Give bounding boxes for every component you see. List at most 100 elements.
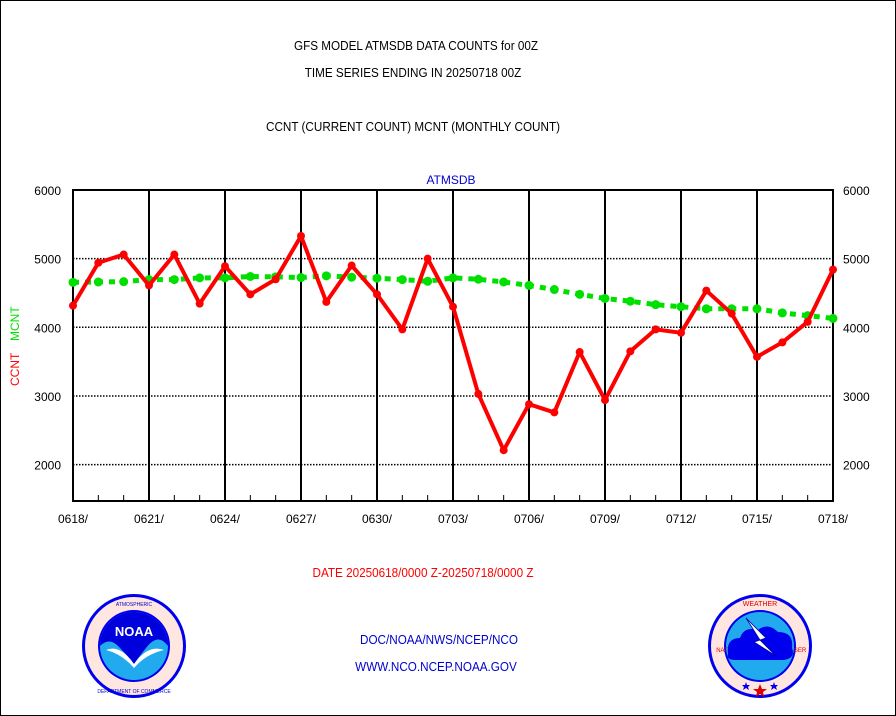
- chart-subtitle: CCNT (CURRENT COUNT) MCNT (MONTHLY COUNT…: [265, 119, 560, 134]
- x-tick-label: 0709/: [590, 512, 621, 526]
- svg-text:ATMOSPHERIC: ATMOSPHERIC: [116, 602, 153, 608]
- point-ccnt: [145, 281, 153, 290]
- point-ccnt: [474, 389, 483, 398]
- point-ccnt: [347, 261, 356, 270]
- axes: [72, 189, 834, 502]
- x-tick-label: 0706/: [514, 512, 545, 526]
- point-mcnt: [524, 280, 534, 290]
- svg-text:SER: SER: [794, 648, 807, 654]
- point-mcnt: [625, 296, 635, 306]
- point-ccnt: [829, 265, 837, 274]
- website-link[interactable]: WWW.NCO.NCEP.NOAA.GOV: [355, 659, 517, 674]
- y-tick-label-left: 3000: [34, 390, 61, 404]
- point-ccnt: [803, 317, 812, 326]
- point-mcnt: [68, 277, 78, 287]
- y-axis-title-mcnt: MCNT: [8, 306, 22, 341]
- x-tick-label: 0618/: [58, 512, 89, 526]
- point-ccnt: [195, 299, 204, 308]
- point-mcnt: [245, 272, 255, 282]
- point-ccnt: [550, 408, 559, 417]
- svg-text:DEPARTMENT OF COMMERCE: DEPARTMENT OF COMMERCE: [97, 689, 171, 695]
- point-ccnt: [423, 254, 432, 263]
- x-tick-label: 0621/: [134, 512, 165, 526]
- point-ccnt: [398, 325, 407, 334]
- point-ccnt: [525, 400, 533, 409]
- x-tick-label: 0712/: [666, 512, 697, 526]
- point-ccnt: [575, 348, 584, 357]
- point-mcnt: [119, 277, 129, 287]
- point-mcnt: [423, 276, 433, 286]
- point-mcnt: [752, 304, 762, 314]
- point-mcnt: [93, 277, 103, 287]
- y-axis-title: CCNT MCNT: [8, 306, 22, 386]
- y-tick-label-right: 2000: [843, 459, 870, 473]
- point-mcnt: [651, 300, 661, 310]
- y-tick-label-right: 4000: [843, 321, 870, 335]
- point-mcnt: [828, 313, 838, 323]
- chart-title-line2: TIME SERIES ENDING IN 20250718 00Z: [304, 65, 522, 80]
- grid-lines: [73, 190, 833, 501]
- point-ccnt: [119, 250, 128, 259]
- x-tick-label: 0715/: [742, 512, 773, 526]
- noaa-logo-icon: NOAA ATMOSPHERIC DEPARTMENT OF COMMERCE: [82, 594, 186, 698]
- point-ccnt: [69, 301, 77, 310]
- svg-text:WEATHER: WEATHER: [743, 601, 777, 608]
- point-ccnt: [94, 258, 103, 267]
- point-mcnt: [195, 273, 205, 283]
- series-ccnt: [69, 231, 837, 455]
- point-mcnt: [473, 274, 483, 284]
- svg-text:NOAA: NOAA: [115, 624, 154, 639]
- point-mcnt: [169, 275, 179, 285]
- plot-frame: [72, 189, 834, 502]
- point-ccnt: [499, 446, 508, 455]
- point-mcnt: [347, 272, 357, 282]
- point-mcnt: [549, 285, 559, 295]
- point-ccnt: [626, 347, 635, 356]
- y-axis-right-labels: 2000 3000 4000 5000 6000: [843, 184, 870, 473]
- point-ccnt: [651, 325, 660, 334]
- chart-title: GFS MODEL ATMSDB DATA COUNTS for 00Z: [293, 38, 539, 53]
- x-axis-labels: 0618/0621/0624/0627/0630/0703/0706/0709/…: [58, 512, 849, 526]
- point-ccnt: [170, 250, 179, 259]
- y-tick-label-right: 5000: [843, 253, 870, 267]
- y-axis-title-ccnt: CCNT: [8, 352, 22, 386]
- point-mcnt: [321, 271, 331, 281]
- point-ccnt: [297, 231, 305, 240]
- y-tick-label-right: 6000: [843, 184, 870, 198]
- series-mcnt: [68, 271, 838, 323]
- point-mcnt: [397, 275, 407, 285]
- point-ccnt: [702, 286, 711, 295]
- date-range-label: DATE 20250618/0000 Z-20250718/0000 Z: [312, 565, 534, 580]
- point-ccnt: [727, 309, 736, 318]
- y-tick-label-left: 4000: [34, 321, 61, 335]
- nws-logo-icon: WEATHER NAT SER: [708, 594, 812, 698]
- point-ccnt: [322, 297, 331, 306]
- x-tick-label: 0627/: [286, 512, 317, 526]
- point-ccnt: [271, 275, 280, 284]
- point-mcnt: [372, 273, 382, 283]
- svg-text:NAT: NAT: [716, 648, 728, 654]
- x-tick-label: 0630/: [362, 512, 393, 526]
- x-tick-label: 0718/: [818, 512, 849, 526]
- series-group: [68, 231, 838, 455]
- point-mcnt: [777, 308, 787, 318]
- point-mcnt: [676, 302, 686, 312]
- point-ccnt: [221, 262, 229, 271]
- x-tick-label: 0703/: [438, 512, 469, 526]
- y-tick-label-left: 5000: [34, 253, 61, 267]
- y-tick-label-left: 2000: [34, 459, 61, 473]
- org-label: DOC/NOAA/NWS/NCEP/NCO: [360, 632, 518, 647]
- point-ccnt: [677, 328, 685, 337]
- y-tick-label-right: 3000: [843, 390, 870, 404]
- point-ccnt: [601, 396, 609, 405]
- panel-title: ATMSDB: [426, 173, 475, 187]
- point-mcnt: [296, 273, 306, 283]
- y-axis-title-group: CCNT MCNT: [8, 306, 22, 386]
- point-mcnt: [499, 277, 509, 287]
- point-ccnt: [753, 352, 761, 361]
- point-mcnt: [600, 293, 610, 303]
- point-mcnt: [220, 273, 230, 283]
- x-tick-label: 0624/: [210, 512, 241, 526]
- y-tick-label-left: 6000: [34, 184, 61, 198]
